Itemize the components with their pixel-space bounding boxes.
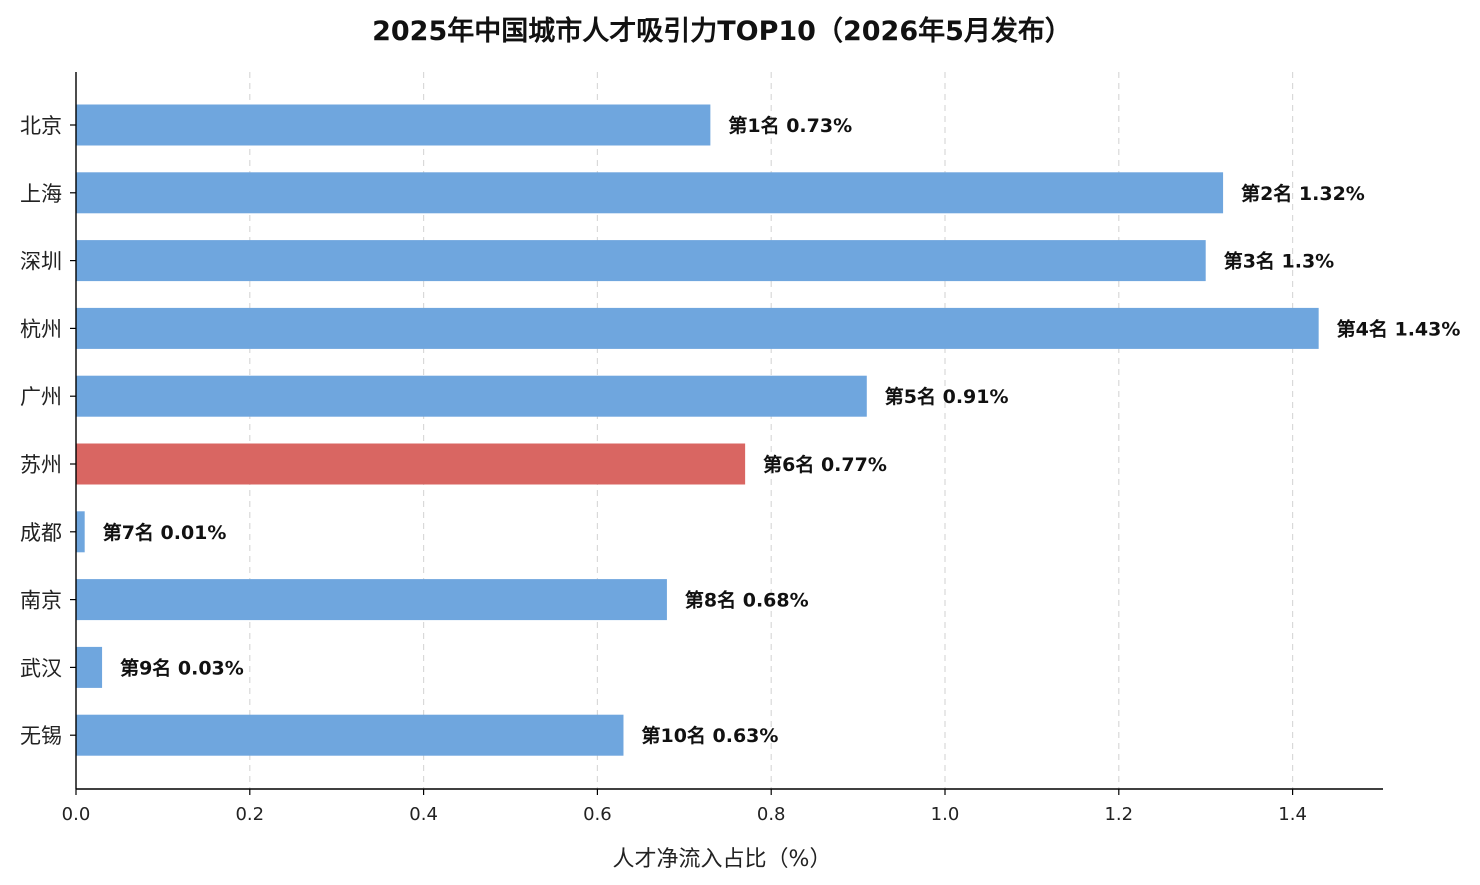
- bar-value-label: 第9名 0.03%: [120, 656, 244, 679]
- y-tick-label: 南京: [20, 589, 62, 613]
- chart-title: 2025年中国城市人才吸引力TOP10（2026年5月发布）: [372, 15, 1072, 47]
- bar-1: [76, 104, 711, 146]
- bar-6: [76, 443, 746, 485]
- bar-value-label: 第2名 1.32%: [1241, 182, 1365, 205]
- y-tick-label: 上海: [20, 182, 62, 206]
- x-tick-label: 0.0: [62, 804, 91, 825]
- x-tick-label: 1.4: [1278, 804, 1307, 825]
- y-tick-label: 苏州: [20, 453, 62, 477]
- y-tick-label: 成都: [20, 521, 62, 545]
- bar-4: [76, 307, 1319, 349]
- bar-7: [76, 511, 85, 553]
- bar-value-label: 第4名 1.43%: [1337, 317, 1461, 340]
- x-tick-label: 1.2: [1104, 804, 1133, 825]
- y-tick-label: 杭州: [20, 317, 62, 341]
- bar-value-label: 第1名 0.73%: [728, 114, 852, 137]
- bar-value-label: 第8名 0.68%: [685, 589, 809, 612]
- bar-5: [76, 375, 867, 417]
- x-tick-label: 1.0: [931, 804, 960, 825]
- bar-9: [76, 646, 103, 688]
- y-tick-label: 深圳: [20, 250, 62, 274]
- bar-labels: 第1名 0.73% 第2名 1.32% 第3名 1.3% 第4名 1.43% 第5名 0…: [103, 114, 1461, 747]
- bar-value-label: 第5名 0.91%: [885, 385, 1009, 408]
- y-tick-label: 广州: [20, 385, 62, 409]
- bar-3: [76, 240, 1206, 282]
- bar-10: [76, 714, 624, 756]
- bars: [76, 104, 1319, 756]
- grid-lines: [249, 72, 1294, 789]
- bar-value-label: 第7名 0.01%: [103, 521, 227, 544]
- x-tick-label: 0.4: [409, 804, 438, 825]
- x-tick-label: 0.6: [583, 804, 612, 825]
- bar-value-label: 第3名 1.3%: [1224, 250, 1335, 273]
- y-tick-label: 无锡: [20, 724, 62, 748]
- y-tick-label: 北京: [20, 114, 62, 138]
- bar-2: [76, 172, 1224, 214]
- bar-value-label: 第10名 0.63%: [641, 724, 778, 747]
- bar-8: [76, 579, 667, 621]
- x-axis-label: 人才净流入占比（%）: [613, 847, 832, 872]
- y-tick-label: 武汉: [20, 656, 62, 680]
- x-tick-label: 0.2: [235, 804, 264, 825]
- x-tick-label: 0.8: [757, 804, 786, 825]
- bar-value-label: 第6名 0.77%: [763, 453, 887, 476]
- x-axis-ticks: 0.0 0.2 0.4 0.6 0.8 1.0 1.2 1.4: [62, 789, 1307, 825]
